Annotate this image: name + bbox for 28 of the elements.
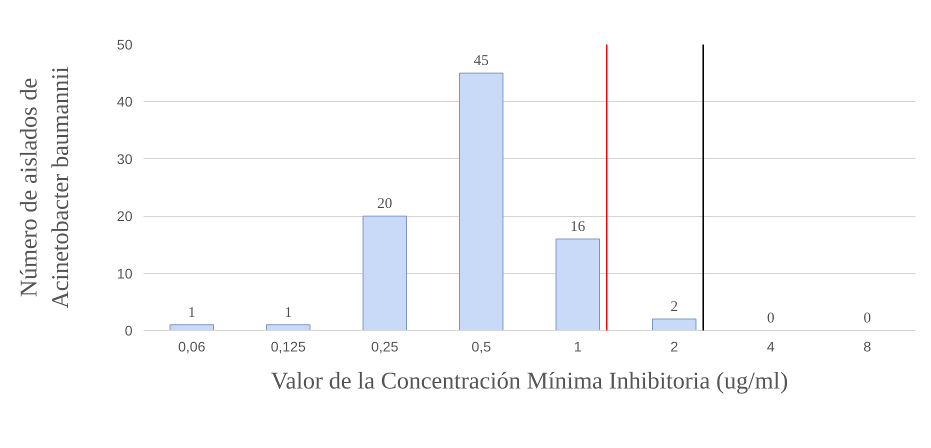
y-tick-label: 30 bbox=[116, 150, 133, 167]
y-tick-label: 10 bbox=[116, 265, 133, 282]
data-label: 0 bbox=[864, 310, 871, 326]
bar bbox=[362, 216, 407, 330]
bar bbox=[459, 72, 504, 330]
x-tick-label: 8 bbox=[863, 338, 872, 354]
x-tick-label: 4 bbox=[766, 338, 775, 354]
data-label: 0 bbox=[767, 310, 774, 326]
y-tick-label: 40 bbox=[116, 94, 133, 110]
data-label: 2 bbox=[670, 299, 678, 316]
bar bbox=[652, 318, 696, 330]
x-tick-label: 2 bbox=[670, 338, 678, 354]
x-tick-label: 0,125 bbox=[270, 338, 306, 354]
x-axis-title: Valor de la Concentración Mínima Inhibitoria (ug/ml) bbox=[270, 368, 788, 394]
data-label: 20 bbox=[377, 196, 392, 212]
data-label: 45 bbox=[474, 53, 489, 70]
data-label: 16 bbox=[570, 218, 586, 235]
x-tick-label: 0,25 bbox=[371, 338, 399, 354]
y-axis-title: Número de aislados de Acinetobacter baumannii bbox=[16, 66, 74, 308]
x-tick-label: 0,5 bbox=[472, 338, 492, 354]
y-tick-label: 0 bbox=[124, 322, 133, 338]
y-tick-label: 50 bbox=[116, 36, 133, 52]
x-tick-label: 1 bbox=[574, 338, 582, 354]
data-label: 1 bbox=[188, 304, 196, 321]
x-tick-label: 0,06 bbox=[178, 338, 206, 354]
y-tick-label: 20 bbox=[116, 208, 133, 224]
data-label: 1 bbox=[284, 304, 292, 321]
bar bbox=[556, 238, 600, 330]
